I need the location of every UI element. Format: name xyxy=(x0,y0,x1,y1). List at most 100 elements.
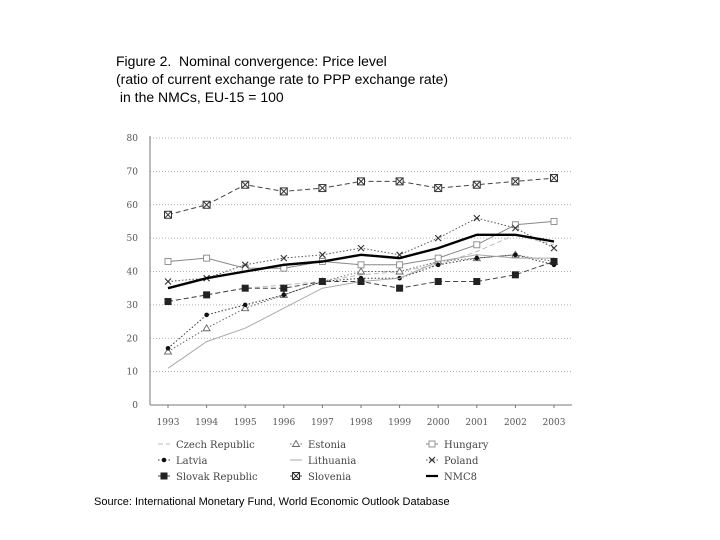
legend-item-slovenia: Slovenia xyxy=(290,472,351,483)
series-slovenia xyxy=(164,174,558,219)
y-tick-label: 20 xyxy=(127,334,139,344)
data-point xyxy=(318,184,327,193)
legend-item-slovak-republic: Slovak Republic xyxy=(158,472,258,483)
x-tick-label: 2000 xyxy=(427,418,450,428)
data-point xyxy=(242,302,248,308)
data-point xyxy=(203,291,211,299)
data-point xyxy=(396,261,404,269)
legend-item-poland: Poland xyxy=(426,456,479,467)
x-tick-label: 1998 xyxy=(350,418,373,428)
data-point xyxy=(512,224,519,232)
data-point xyxy=(474,255,480,261)
y-tick-label: 50 xyxy=(127,234,139,244)
y-tick-label: 60 xyxy=(127,201,139,211)
legend-label: Lithuania xyxy=(308,456,356,467)
x-tick-label: 1994 xyxy=(195,418,218,428)
legend-label: Poland xyxy=(444,456,479,467)
legend-item-lithuania: Lithuania xyxy=(290,456,356,467)
x-tick-label: 1995 xyxy=(234,418,257,428)
source-note: Source: International Monetary Fund, Wor… xyxy=(94,496,450,508)
figure-title: Figure 2. Nominal convergence: Price lev… xyxy=(116,52,448,106)
data-point xyxy=(163,347,173,355)
legend-label: Hungary xyxy=(444,440,489,451)
legend-marker xyxy=(291,439,301,447)
y-tick-label: 80 xyxy=(127,134,139,144)
legend-label: Estonia xyxy=(308,440,346,451)
x-tick-label: 2001 xyxy=(465,418,488,428)
legend-label: Slovenia xyxy=(308,472,351,483)
x-tick-label: 1999 xyxy=(388,418,411,428)
title-line-2: (ratio of current exchange rate to PPP e… xyxy=(116,71,449,87)
data-point xyxy=(203,254,211,262)
y-tick-label: 0 xyxy=(132,401,138,411)
legend-label: Slovak Republic xyxy=(176,472,258,483)
series-nmc8 xyxy=(167,233,555,290)
data-point xyxy=(511,271,519,279)
data-point xyxy=(164,278,172,285)
data-point xyxy=(241,180,250,189)
series-line xyxy=(167,233,555,290)
data-point xyxy=(241,261,249,269)
series-line xyxy=(167,220,555,269)
data-point xyxy=(434,254,442,262)
data-point xyxy=(357,278,365,286)
data-point xyxy=(435,262,441,268)
data-point xyxy=(165,345,171,351)
data-point xyxy=(395,177,404,186)
data-point xyxy=(240,303,250,312)
x-tick-label: 1997 xyxy=(311,418,334,428)
x-tick-label: 2003 xyxy=(543,418,566,428)
legend-marker xyxy=(292,472,300,480)
x-tick-label: 2002 xyxy=(504,418,527,428)
data-point xyxy=(550,244,558,252)
legend-marker xyxy=(160,472,168,480)
y-tick-label: 70 xyxy=(127,167,139,177)
data-point xyxy=(280,284,288,292)
data-point xyxy=(280,254,288,262)
y-tick-label: 10 xyxy=(127,368,139,378)
data-point xyxy=(550,174,558,183)
y-tick-label: 40 xyxy=(127,268,139,278)
legend-item-nmc8: NMC8 xyxy=(426,472,477,483)
data-point xyxy=(202,200,211,209)
data-point xyxy=(356,267,366,275)
data-point xyxy=(473,214,481,222)
data-point xyxy=(511,177,520,186)
data-point xyxy=(164,258,172,265)
data-point xyxy=(202,323,211,332)
data-point xyxy=(434,278,442,286)
series-slovak-republic xyxy=(164,257,558,306)
data-point xyxy=(319,251,326,259)
legend-item-hungary: Hungary xyxy=(426,440,489,451)
legend-item-latvia: Latvia xyxy=(158,456,207,467)
data-point xyxy=(396,284,404,292)
data-point xyxy=(318,278,326,286)
legend-marker xyxy=(428,456,436,464)
data-point xyxy=(511,221,519,229)
data-point xyxy=(279,187,288,196)
data-point xyxy=(204,312,209,318)
data-point xyxy=(550,217,558,225)
legend-item-estonia: Estonia xyxy=(290,439,346,451)
x-tick-label: 1996 xyxy=(272,418,295,428)
data-point xyxy=(550,257,558,265)
series-hungary xyxy=(164,217,558,272)
x-tick-label: 1993 xyxy=(157,418,180,428)
legend-item-czech-republic: Czech Republic xyxy=(158,440,255,451)
data-point xyxy=(513,252,518,258)
y-tick-label: 30 xyxy=(127,301,139,311)
data-point xyxy=(357,244,365,252)
legend-marker xyxy=(161,457,167,463)
data-point xyxy=(395,267,404,275)
legend-label: Czech Republic xyxy=(176,440,255,451)
data-point xyxy=(472,180,481,189)
data-point xyxy=(434,234,442,242)
data-point xyxy=(164,298,172,306)
data-point xyxy=(357,261,365,269)
legend-label: Latvia xyxy=(176,456,207,467)
legend-label: NMC8 xyxy=(444,472,477,483)
title-line-1: Figure 2. Nominal convergence: Price lev… xyxy=(116,53,387,69)
data-point xyxy=(241,284,249,292)
legend-marker xyxy=(428,440,436,448)
